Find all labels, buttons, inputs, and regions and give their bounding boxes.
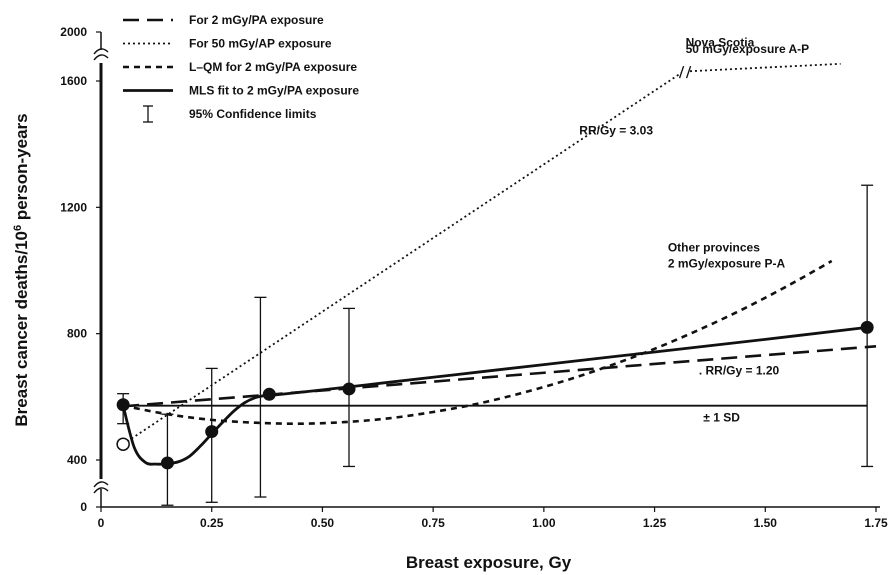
series-line-dotted	[122, 62, 841, 445]
y-axis-title-main: Breast cancer deaths/10	[12, 231, 31, 427]
y-axis-title: Breast cancer deaths/106 person-years	[12, 113, 31, 426]
x-tick-label: 1.25	[643, 516, 667, 530]
data-point	[860, 320, 874, 334]
x-tick-label: 1.50	[754, 516, 778, 530]
tick-labels: 0 0.25 0.50 0.75 1.00 1.25 1.50 1.75 0 400 800 1200…	[60, 25, 888, 530]
data-point	[205, 425, 219, 439]
x-axis-title: Breast exposure, Gy	[406, 553, 572, 572]
y-axis-title-tail: person-years	[12, 113, 31, 225]
y-axis-break-mark	[93, 487, 109, 494]
x-tick-label: 1.00	[532, 516, 556, 530]
legend-label: MLS fit to 2 mGy/PA exposure	[189, 84, 359, 98]
x-tick-label: 0	[98, 516, 105, 530]
x-tick-label: 0.75	[421, 516, 445, 530]
error-bars	[117, 184, 874, 506]
annotation-text: 50 mGy/exposure A-P	[686, 42, 810, 56]
annotation-text: 2 mGy/exposure P-A	[668, 256, 786, 270]
y-tick-label: 2000	[60, 25, 87, 39]
legend-label: 95% Confidence limits	[189, 107, 317, 121]
series-line-long-dash	[123, 345, 877, 408]
y-tick-label: 400	[67, 453, 87, 467]
x-tick-label: 1.75	[864, 516, 888, 530]
annotation-text: ± 1 SD	[703, 410, 740, 424]
series-line-solid	[121, 325, 868, 466]
axes	[93, 32, 880, 508]
legend-label: For 50 mGy/AP exposure	[189, 37, 332, 51]
data-markers	[116, 320, 874, 470]
y-tick-label: 1600	[60, 74, 87, 88]
x-tick-label: 0.25	[200, 516, 224, 530]
y-tick-label: 1200	[60, 200, 87, 214]
y-axis-break-mark	[93, 54, 109, 61]
legend: For 2 mGy/PA exposure For 50 mGy/AP expos…	[123, 13, 359, 123]
y-axis-break-mark	[93, 48, 109, 55]
annotation-text: Other provinces	[668, 241, 760, 255]
annotation-text: Nova Scotia	[686, 36, 755, 50]
data-point	[116, 398, 130, 412]
data-point	[160, 456, 174, 470]
data-point	[262, 387, 276, 401]
legend-label: For 2 mGy/PA exposure	[189, 13, 324, 27]
y-tick-label: 0	[80, 500, 87, 514]
annotation-text: RR/Gy = 3.03	[579, 124, 653, 138]
y-tick-label: 800	[67, 327, 87, 341]
y-axis-break-mark	[93, 481, 109, 488]
series-line-short-dash	[122, 259, 833, 425]
data-point	[342, 382, 356, 396]
y-axis-title-sup: 6	[12, 225, 24, 231]
annotation-text: . RR/Gy = 1.20	[699, 364, 780, 378]
legend-label: L–QM for 2 mGy/PA exposure	[189, 60, 357, 74]
series-break-mark	[678, 65, 692, 79]
x-tick-label: 0.50	[311, 516, 335, 530]
data-point-open	[116, 437, 130, 451]
